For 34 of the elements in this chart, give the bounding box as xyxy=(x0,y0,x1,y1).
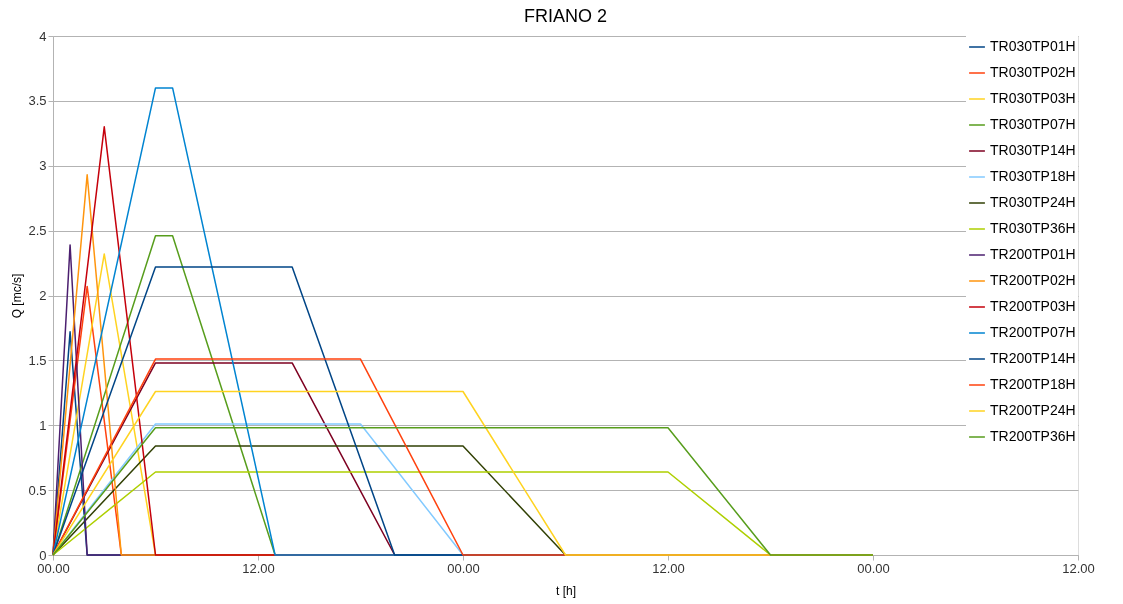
y-tick-label: 1 xyxy=(39,417,47,433)
y-tick-label: 0.5 xyxy=(28,482,47,498)
x-axis-title: t [h] xyxy=(555,583,577,598)
x-tick-label: 12.00 xyxy=(1062,560,1095,576)
legend-label: TR030TP07H xyxy=(990,116,1076,132)
chart-title: FRIANO 2 xyxy=(523,6,608,26)
legend-label: TR030TP24H xyxy=(990,194,1076,210)
y-tick-label: 2.5 xyxy=(28,223,47,239)
x-tick-label: 12.00 xyxy=(242,560,275,576)
x-tick-label: 00.00 xyxy=(447,560,480,576)
x-tick-label: 00.00 xyxy=(37,560,70,576)
legend-label: TR030TP36H xyxy=(990,220,1076,236)
y-axis-title: Q [mc/s] xyxy=(10,273,25,319)
x-tick-label: 12.00 xyxy=(652,560,685,576)
legend-label: TR200TP01H xyxy=(990,246,1076,262)
legend-label: TR200TP14H xyxy=(990,350,1076,366)
legend-label: TR030TP02H xyxy=(990,64,1076,80)
legend-label: TR030TP14H xyxy=(990,142,1076,158)
y-tick-label: 3 xyxy=(39,158,47,174)
legend-label: TR200TP24H xyxy=(990,402,1076,418)
y-tick-label: 3.5 xyxy=(28,93,47,109)
legend-label: TR200TP36H xyxy=(990,428,1076,444)
legend-label: TR030TP03H xyxy=(990,90,1076,106)
y-tick-label: 4 xyxy=(39,28,47,44)
legend-label: TR200TP07H xyxy=(990,324,1076,340)
y-tick-label: 1.5 xyxy=(28,352,47,368)
y-tick-label: 0 xyxy=(39,547,47,563)
legend-label: TR030TP01H xyxy=(990,38,1076,54)
legend-label: TR200TP03H xyxy=(990,298,1076,314)
legend-label: TR200TP18H xyxy=(990,376,1076,392)
x-tick-label: 00.00 xyxy=(857,560,890,576)
legend-label: TR200TP02H xyxy=(990,272,1076,288)
y-tick-label: 2 xyxy=(39,288,47,303)
legend-label: TR030TP18H xyxy=(990,168,1076,184)
